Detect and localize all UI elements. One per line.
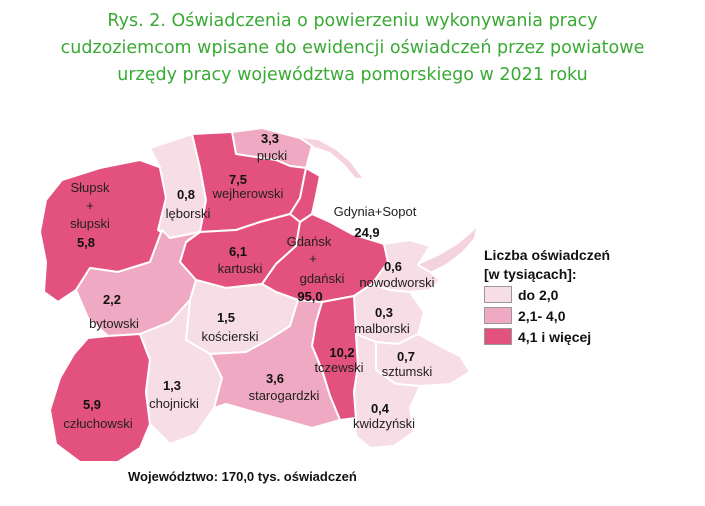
- label-leborski: 0,8 lęborski: [166, 187, 211, 221]
- kwidzynski-value: 0,4: [371, 401, 390, 416]
- koscierski-value: 1,5: [217, 310, 235, 325]
- region-nowodworski[interactable]: [371, 239, 441, 293]
- slupski-value: 5,8: [77, 235, 95, 250]
- label-gdynia: Gdynia+Sopot 24,9: [334, 204, 417, 240]
- gdynia-value: 24,9: [354, 225, 379, 240]
- map-legend: Liczba oświadczeń [w tysiącach]: do 2,0 …: [484, 246, 610, 347]
- label-gdanski: Gdańsk + gdański 95,0: [287, 234, 345, 304]
- label-slupski: Słupsk + słupski 5,8: [70, 180, 110, 250]
- slupski-name-2: +: [86, 198, 94, 213]
- chojnicki-value: 1,3: [163, 378, 181, 393]
- kartuski-value: 6,1: [229, 244, 247, 259]
- legend-label-low: do 2,0: [518, 286, 559, 303]
- slupski-name-1: Słupsk: [70, 180, 110, 195]
- bytowski-name: bytowski: [89, 316, 139, 331]
- kwidzynski-name: kwidzyński: [353, 416, 415, 431]
- nowodworski-value: 0,6: [384, 259, 402, 274]
- nowodworski-name: nowodworski: [359, 275, 434, 290]
- gdanski-name-2: +: [309, 251, 317, 266]
- starogardzki-value: 3,6: [266, 371, 284, 386]
- region-starogardzki[interactable]: [209, 299, 341, 429]
- gdanski-value: 95,0: [297, 289, 322, 304]
- label-starogardzki: 3,6 starogardzki: [249, 371, 320, 403]
- sztumski-value: 0,7: [397, 349, 415, 364]
- title-line-3: urzędy pracy województwa pomorskiego w 2…: [117, 65, 588, 85]
- legend-swatch-mid: [484, 307, 512, 324]
- label-pucki: 3,3 pucki: [257, 131, 287, 163]
- legend-item-mid: 2,1- 4,0: [484, 305, 610, 326]
- leborski-name: lęborski: [166, 206, 211, 221]
- legend-label-high: 4,1 i więcej: [518, 328, 592, 345]
- czluchowski-value: 5,9: [83, 397, 101, 412]
- pucki-name: pucki: [257, 148, 287, 163]
- region-bytowski[interactable]: [75, 229, 201, 337]
- wejherowski-name: wejherowski: [212, 186, 284, 201]
- gdynia-name: Gdynia+Sopot: [334, 204, 417, 219]
- label-kartuski: 6,1 kartuski: [218, 244, 263, 276]
- vistula-lagoon: [418, 228, 476, 272]
- label-tczewski: 10,2 tczewski: [314, 345, 363, 375]
- legend-swatch-low: [484, 286, 512, 303]
- malborski-value: 0,3: [375, 305, 393, 320]
- leborski-value: 0,8: [177, 187, 195, 202]
- gdanski-name-1: Gdańsk: [287, 234, 332, 249]
- slupski-name-3: słupski: [70, 216, 110, 231]
- label-bytowski: 2,2 bytowski: [89, 292, 139, 331]
- kartuski-name: kartuski: [218, 261, 263, 276]
- label-koscierski: 1,5 kościerski: [201, 310, 258, 344]
- legend-title-1: Liczba oświadczeń: [484, 247, 611, 263]
- legend-label-mid: 2,1- 4,0: [518, 307, 566, 324]
- label-czluchowski: 5,9 człuchowski: [63, 397, 132, 431]
- voivodeship-total: Województwo: 170,0 tys. oświadczeń: [128, 469, 357, 484]
- koscierski-name: kościerski: [201, 329, 258, 344]
- tczewski-value: 10,2: [329, 345, 354, 360]
- region-kwidzynski[interactable]: [353, 333, 421, 449]
- bytowski-value: 2,2: [103, 292, 121, 307]
- tczewski-name: tczewski: [314, 360, 363, 375]
- chojnicki-name: chojnicki: [149, 396, 199, 411]
- malborski-name: malborski: [354, 321, 410, 336]
- label-kwidzynski: 0,4 kwidzyński: [353, 401, 415, 431]
- label-malborski: 0,3 malborski: [354, 305, 410, 336]
- legend-swatch-high: [484, 328, 512, 345]
- title-line-1: Rys. 2. Oświadczenia o powierzeniu wykon…: [107, 11, 598, 31]
- label-chojnicki: 1,3 chojnicki: [149, 378, 199, 411]
- starogardzki-name: starogardzki: [249, 388, 320, 403]
- legend-item-high: 4,1 i więcej: [484, 326, 610, 347]
- czluchowski-name: człuchowski: [63, 416, 132, 431]
- title-line-2: cudzoziemcom wpisane do ewidencji oświad…: [60, 38, 645, 58]
- legend-item-low: do 2,0: [484, 284, 610, 305]
- sztumski-name: sztumski: [382, 364, 433, 379]
- legend-title-2: [w tysiącach]:: [484, 266, 577, 282]
- pucki-value: 3,3: [261, 131, 279, 146]
- label-wejherowski: 7,5 wejherowski: [212, 172, 284, 201]
- wejherowski-value: 7,5: [229, 172, 247, 187]
- map-title: Rys. 2. Oświadczenia o powierzeniu wykon…: [0, 8, 705, 89]
- gdanski-name-3: gdański: [300, 271, 345, 286]
- label-sztumski: 0,7 sztumski: [382, 349, 433, 379]
- label-nowodworski: 0,6 nowodworski: [359, 259, 434, 290]
